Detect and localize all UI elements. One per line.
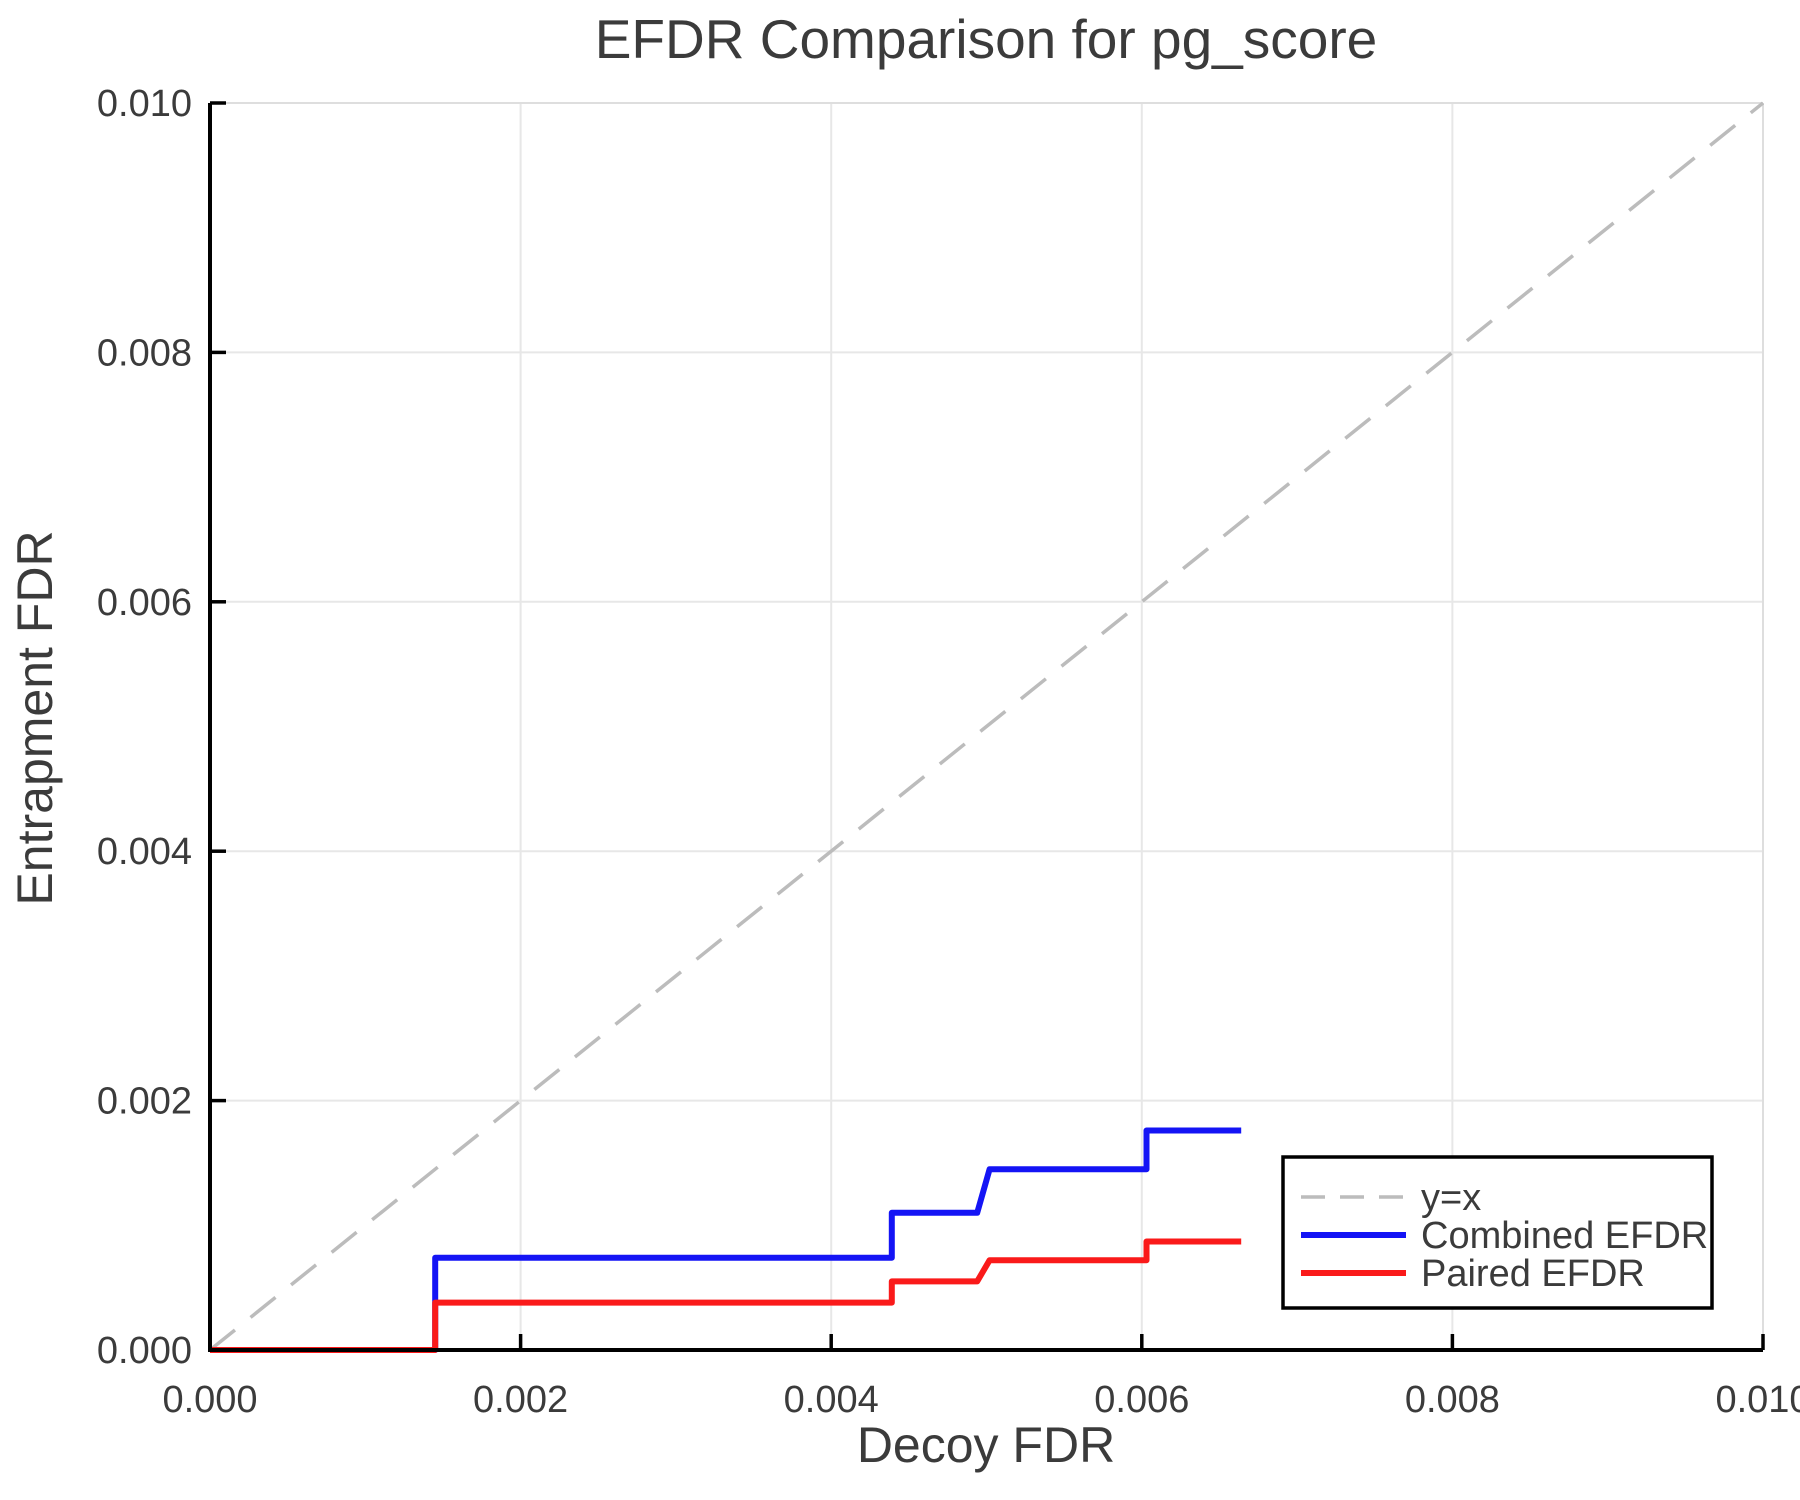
y-tick-label: 0.002 <box>97 1081 192 1123</box>
chart-title: EFDR Comparison for pg_score <box>595 8 1378 70</box>
x-axis-label: Decoy FDR <box>857 1417 1115 1473</box>
y-tick-label: 0.008 <box>97 332 192 374</box>
legend-label-identity: y=x <box>1421 1177 1481 1219</box>
x-tick-label: 0.006 <box>1094 1379 1189 1421</box>
x-tick-label: 0.000 <box>162 1379 257 1421</box>
legend-item-combined-efdr: Combined EFDR <box>1301 1215 1708 1257</box>
legend: y=x Combined EFDR Paired EFDR <box>1281 1155 1714 1310</box>
axis-ticks <box>208 101 1765 1352</box>
x-tick-label: 0.010 <box>1715 1379 1800 1421</box>
y-tick-label: 0.004 <box>97 831 192 873</box>
y-axis-label: Entrapment FDR <box>7 530 63 905</box>
combined-efdr-line <box>210 1127 1242 1353</box>
y-tick-label: 0.006 <box>97 582 192 624</box>
legend-item-paired-efdr: Paired EFDR <box>1301 1253 1645 1295</box>
paired-efdr-line <box>210 1238 1242 1353</box>
identity-line <box>208 101 1765 1352</box>
x-tick-label: 0.002 <box>473 1379 568 1421</box>
legend-label-combined-efdr: Combined EFDR <box>1421 1215 1708 1257</box>
y-tick-labels: 0.000 0.002 0.004 0.006 0.008 0.010 <box>97 83 192 1372</box>
y-tick-label: 0.010 <box>97 83 192 125</box>
x-tick-labels: 0.000 0.002 0.004 0.006 0.008 0.010 <box>162 1379 1800 1421</box>
legend-item-identity: y=x <box>1301 1177 1481 1219</box>
x-tick-label: 0.004 <box>784 1379 879 1421</box>
legend-label-paired-efdr: Paired EFDR <box>1421 1253 1645 1295</box>
y-tick-label: 0.000 <box>97 1330 192 1372</box>
x-tick-label: 0.008 <box>1405 1379 1500 1421</box>
